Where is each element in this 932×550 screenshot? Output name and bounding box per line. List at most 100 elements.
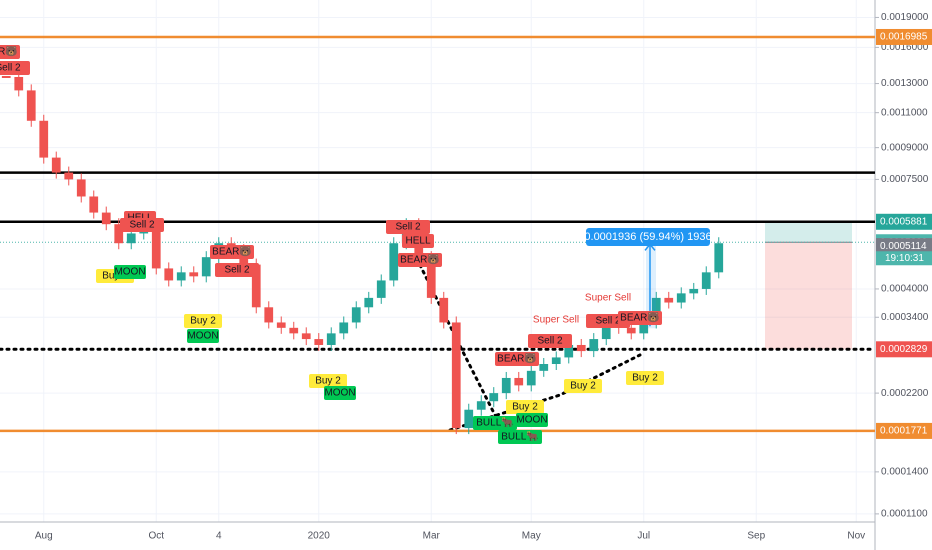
signal-label: Sell 2 (224, 265, 249, 276)
candle (514, 377, 524, 386)
candle (389, 243, 399, 281)
candle (501, 377, 511, 394)
price-tag (876, 422, 932, 439)
signal-badge (516, 413, 548, 427)
candle (564, 344, 574, 358)
candle (526, 370, 536, 386)
signal-label: Buy 2 (512, 402, 538, 413)
candle (326, 333, 336, 345)
signal-label: Buy 2 (190, 316, 216, 327)
signal-label: Sell 2 (395, 222, 420, 233)
y-tick-label: 0.0001100 (881, 509, 928, 520)
candle (26, 90, 36, 121)
y-tick-label: 0.0011000 (881, 107, 928, 118)
signal-badge (618, 311, 662, 325)
signal-label: Sell 2 (537, 336, 562, 347)
signal-label: HELL (405, 236, 430, 247)
candle (164, 268, 174, 281)
candle (626, 327, 636, 334)
candle (101, 212, 111, 225)
signal-badge (398, 253, 442, 267)
candle (639, 322, 649, 334)
y-tick-label: 0.0009000 (881, 142, 929, 153)
x-tick-label: Aug (35, 531, 53, 542)
x-tick-label: May (522, 531, 541, 542)
signal-badge (402, 234, 434, 248)
candle (189, 272, 199, 277)
candle (489, 393, 499, 402)
signal-label: Sell 2 (129, 220, 154, 231)
candle (201, 257, 211, 277)
signal-badge (309, 374, 347, 388)
candle (576, 344, 586, 352)
signal-label: BEAR🐻 (620, 311, 660, 324)
candle (376, 280, 386, 298)
signal-label: BULL🐂 (476, 417, 513, 429)
candle (351, 307, 361, 323)
stop-zone (765, 242, 852, 350)
signal-badge (386, 220, 430, 234)
y-tick-label: 0.0004000 (881, 284, 929, 295)
candle (264, 307, 274, 323)
candle (151, 227, 161, 269)
candle (339, 322, 349, 334)
y-tick-label: 0.0007500 (881, 174, 929, 185)
signal-label: MOON (516, 415, 547, 426)
signal-label: BEAR🐻 (0, 45, 18, 58)
signal-label: BEAR🐻 (212, 245, 252, 258)
candle (251, 264, 261, 308)
candle (276, 322, 286, 328)
signal-badge (528, 334, 572, 348)
price-tag-label: 0.0016985 (880, 32, 928, 43)
signal-label: MOON (114, 267, 145, 278)
price-tag (876, 213, 932, 230)
signal-badge (626, 371, 664, 385)
candle (51, 157, 61, 173)
signal-badge (498, 430, 542, 444)
signal-label: BEAR🐻 (497, 352, 537, 365)
measure-label-bg (586, 228, 710, 246)
candle (651, 297, 661, 323)
candle (689, 288, 699, 294)
signal-badge (0, 45, 20, 59)
candle (664, 297, 674, 303)
candle (114, 224, 124, 244)
x-tick-label: Nov (847, 531, 865, 542)
price-tag (876, 28, 932, 45)
signal-badge (114, 265, 146, 279)
candle (589, 339, 599, 352)
candle (76, 179, 86, 197)
y-tick-label: 0.0001400 (881, 467, 929, 478)
candle (701, 272, 711, 289)
signal-label: Buy 2 (570, 381, 596, 392)
x-tick-label: Jul (637, 531, 650, 542)
candle (539, 364, 549, 371)
candle (426, 257, 436, 298)
signal-badge (324, 386, 356, 400)
price-tag (876, 341, 932, 358)
candle (551, 357, 561, 365)
candle (39, 120, 49, 158)
y-tick-label: 0.0013000 (881, 78, 929, 89)
y-tick-label: 0.0003400 (881, 312, 929, 323)
candle (1, 75, 11, 78)
price-tag-label: 0.0002829 (880, 344, 928, 355)
signal-badge (495, 352, 539, 366)
candle (439, 297, 449, 323)
y-tick-label: 0.0019000 (881, 12, 929, 23)
price-tag (876, 238, 932, 255)
x-tick-label: Sep (747, 531, 765, 542)
signal-badge (120, 218, 164, 232)
signal-badge (0, 61, 30, 75)
x-tick-label: 2020 (308, 531, 331, 542)
price-tag-label: 0.0005114 (880, 241, 927, 252)
y-tick-label: 0.0016000 (881, 42, 929, 53)
target-zone (765, 221, 852, 243)
signal-label: Sell 2 (595, 316, 620, 327)
signal-label: Buy 2 (315, 376, 341, 387)
candle (301, 333, 311, 340)
candle (89, 196, 99, 213)
candle (714, 243, 724, 273)
